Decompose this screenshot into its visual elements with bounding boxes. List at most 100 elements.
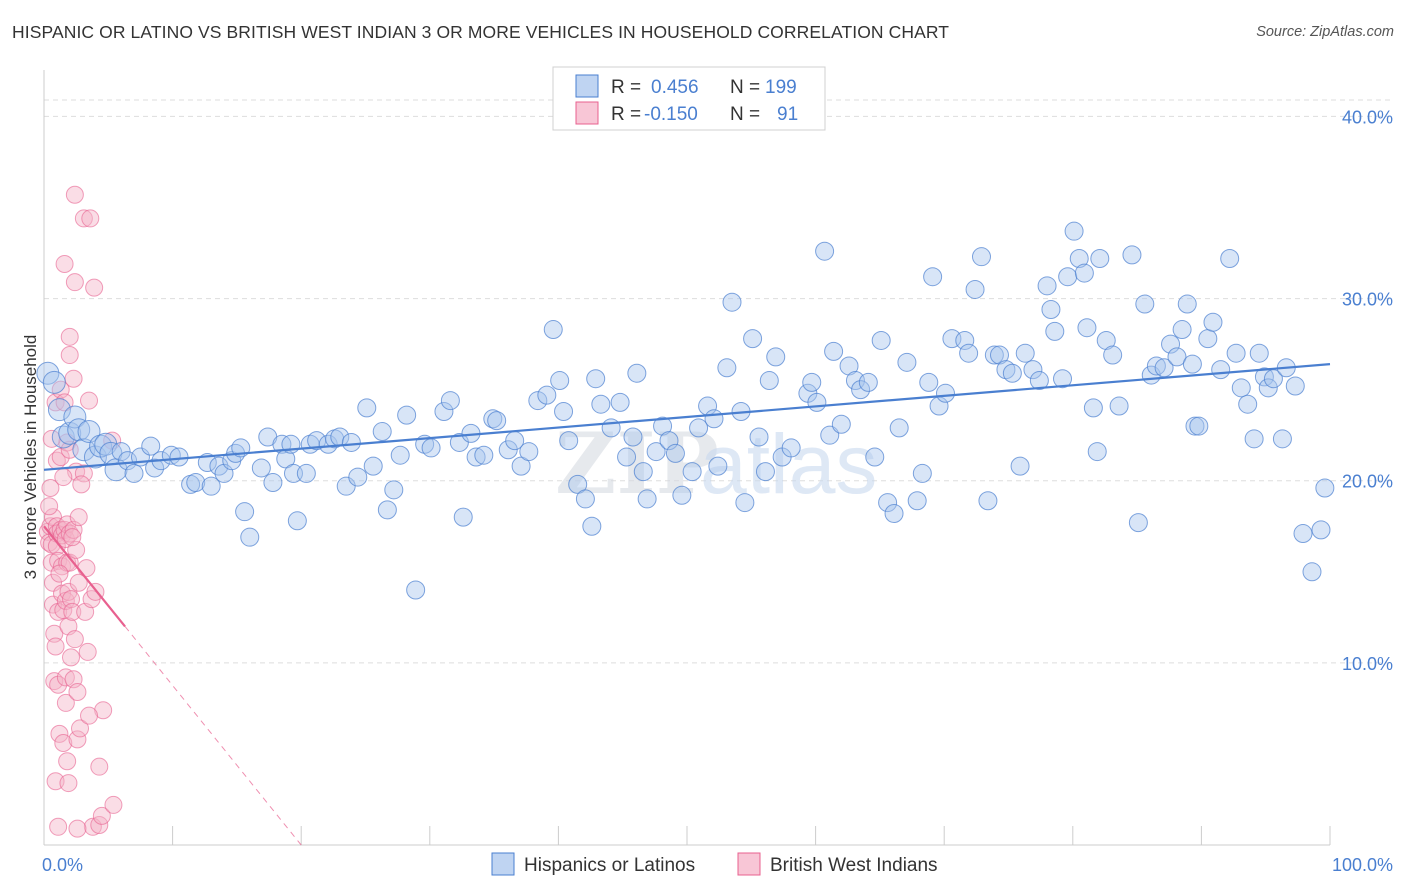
hispanic-point [251, 458, 271, 478]
hispanic-point [978, 491, 998, 511]
british-west-indian-point [60, 327, 79, 346]
hispanic-point [372, 422, 392, 442]
hispanic-point [965, 279, 985, 299]
hispanic-point [1231, 378, 1251, 398]
british-west-indian-point [64, 369, 83, 388]
hispanic-point [878, 493, 898, 513]
british-west-indian-point [45, 624, 64, 643]
british-west-indian-point [65, 273, 84, 292]
hispanic-point [519, 442, 539, 462]
x-tick-label-start: 0.0% [42, 855, 83, 875]
legend-r-label-2: R = [611, 104, 641, 125]
british-west-indian-point [62, 648, 81, 667]
hispanic-point [390, 445, 410, 465]
hispanic-point [406, 580, 426, 600]
hispanic-point [1272, 429, 1292, 449]
hispanic-point [197, 453, 217, 472]
y-tick-label-1: 20.0% [1342, 472, 1393, 492]
hispanic-point [955, 330, 975, 350]
hispanic-point [807, 392, 827, 412]
hispanic-point [802, 372, 822, 392]
hispanic-point [935, 383, 955, 403]
british-west-indian-point [62, 590, 81, 609]
british-west-indian-trend-extension [124, 626, 302, 846]
hispanic-point [528, 391, 548, 411]
hispanic-point [341, 432, 361, 452]
hispanic-point [63, 405, 87, 429]
british-west-indian-point [90, 757, 109, 776]
hispanic-point [610, 392, 630, 412]
hispanic-point [1077, 318, 1097, 338]
hispanic-point [1023, 360, 1043, 380]
hispanic-point [1045, 321, 1065, 341]
hispanic-point [735, 493, 755, 513]
legend-n-value-1: 199 [765, 77, 797, 98]
hispanic-point [559, 431, 579, 451]
british-west-indian-point [50, 724, 69, 743]
y-tick-label-2: 30.0% [1342, 290, 1393, 310]
british-west-indian-point [69, 508, 88, 527]
hispanic-point [554, 402, 574, 421]
british-west-indian-point [46, 637, 65, 656]
hispanic-point [1302, 562, 1322, 582]
british-west-indian-point [80, 391, 99, 410]
hispanic-point [637, 489, 657, 509]
british-west-indian-point [85, 278, 104, 297]
hispanic-point [201, 476, 221, 496]
hispanic-point [623, 427, 643, 447]
hispanic-point [984, 345, 1004, 365]
hispanic-point [124, 463, 144, 483]
hispanic-point [377, 500, 397, 520]
hispanic-point [145, 458, 165, 478]
british-west-indian-point [68, 819, 87, 838]
y-axis-label: 3 or more Vehicles in Household [21, 335, 40, 580]
hispanic-point [1220, 249, 1240, 268]
british-west-indian-point [54, 468, 73, 487]
hispanic-point [543, 320, 563, 340]
legend-n-label-2: N = [730, 104, 760, 125]
hispanic-point [923, 267, 943, 287]
hispanic-point [287, 511, 307, 531]
british-west-indian-point [68, 730, 87, 749]
british-west-indian-point [68, 683, 87, 701]
source-label: Source: ZipAtlas.com [1256, 24, 1394, 40]
hispanic-point [815, 241, 835, 261]
british-west-indian-point [50, 564, 69, 583]
watermark-zip: ZIP [555, 414, 719, 513]
hispanic-point [550, 371, 570, 391]
hispanic-point [1041, 300, 1061, 319]
british-west-indian-point [59, 582, 78, 601]
x-tick-label-end: 100.0% [1332, 855, 1393, 875]
y-tick-label-3: 40.0% [1342, 107, 1393, 127]
hispanic-point [682, 462, 702, 482]
hispanic-point [537, 385, 557, 405]
hispanic-point [743, 329, 763, 349]
british-west-indian-point [60, 346, 79, 365]
hispanic-point [1103, 345, 1123, 365]
hispanic-point [851, 380, 871, 400]
hispanic-point [971, 247, 991, 267]
british-west-indian-point [54, 734, 73, 752]
hispanic-point [1029, 371, 1049, 391]
hispanic-point [1002, 363, 1022, 383]
hispanic-point [1211, 360, 1231, 380]
hispanic-point [1037, 276, 1057, 296]
british-west-indian-point [65, 185, 84, 204]
british-west-indian-point [71, 719, 90, 738]
hispanic-point [1315, 478, 1335, 498]
hispanic-point [487, 411, 507, 431]
hispanic-point [824, 341, 844, 361]
hispanic-point [1064, 221, 1084, 241]
hispanic-point [421, 438, 441, 458]
hispanic-point [1090, 249, 1110, 268]
british-west-indian-point [72, 475, 91, 494]
axes [43, 70, 1331, 846]
british-west-indian-point [92, 806, 111, 825]
hispanic-point [1146, 356, 1166, 376]
hispanic-point [755, 462, 775, 482]
hispanic-point [617, 447, 637, 467]
legend-r-label-1: R = [611, 77, 641, 98]
british-west-indian-point [94, 701, 113, 720]
hispanic-point [235, 502, 255, 522]
hispanic-point [568, 474, 588, 494]
